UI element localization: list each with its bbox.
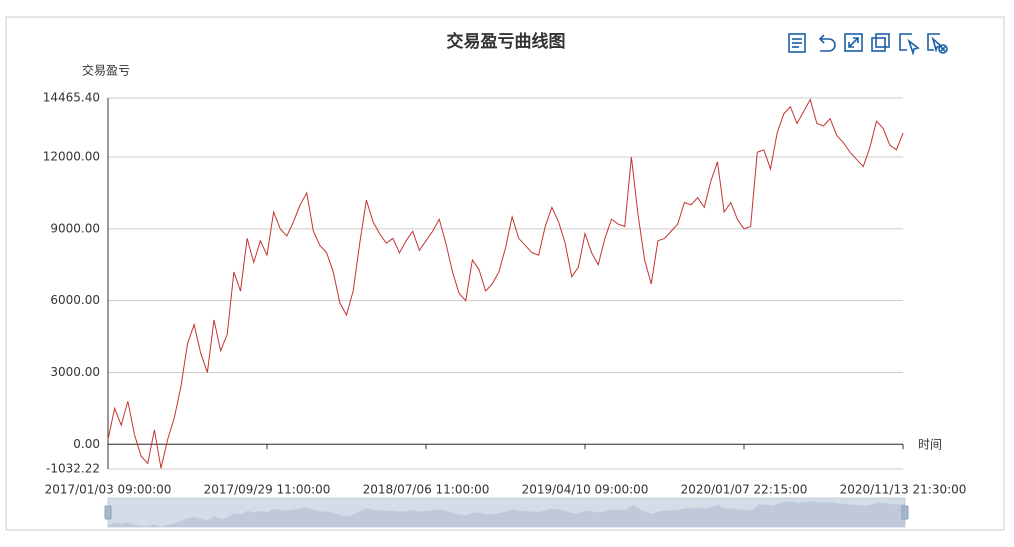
y-axis-name: 交易盈亏 (82, 63, 130, 78)
chart-title: 交易盈亏曲线图 (447, 31, 566, 52)
tool-brush[interactable] (899, 33, 920, 56)
y-tick-label: 9000.00 (50, 221, 100, 235)
tool-zoom-back[interactable] (871, 33, 890, 52)
slider-window (108, 498, 905, 527)
x-tick-label: 2018/07/06 11:00:00 (363, 483, 490, 497)
y-tick-label: 6000.00 (50, 293, 100, 307)
tool-restore[interactable] (818, 34, 836, 52)
x-tick-label: 2019/04/10 09:00:00 (522, 483, 649, 497)
y-tick-label: 3000.00 (50, 365, 100, 379)
x-tick-label: 2017/09/29 11:00:00 (204, 483, 331, 497)
frame (5, 16, 1005, 531)
line-series (107, 98, 904, 469)
slider-handle[interactable] (901, 505, 909, 520)
x-tick-label: 2020/01/07 22:15:00 (681, 483, 808, 497)
tool-data-view[interactable] (788, 33, 806, 53)
tool-zoom[interactable] (844, 33, 863, 52)
tool-clear[interactable] (927, 33, 948, 54)
y-tick-label: 0.00 (73, 437, 100, 451)
slider-shadow (108, 501, 905, 527)
y-tick-label: 12000.00 (43, 150, 100, 164)
x-axis-name: 时间 (918, 438, 942, 452)
y-tick-label: 14465.40 (43, 91, 100, 105)
y-tick-label: -1032.22 (46, 462, 100, 476)
x-tick-label: 2017/01/03 09:00:00 (45, 483, 172, 497)
x-tick-label: 2020/11/13 21:30:00 (840, 483, 967, 497)
toolbox[interactable] (788, 33, 948, 56)
slider-handle[interactable] (104, 505, 112, 520)
